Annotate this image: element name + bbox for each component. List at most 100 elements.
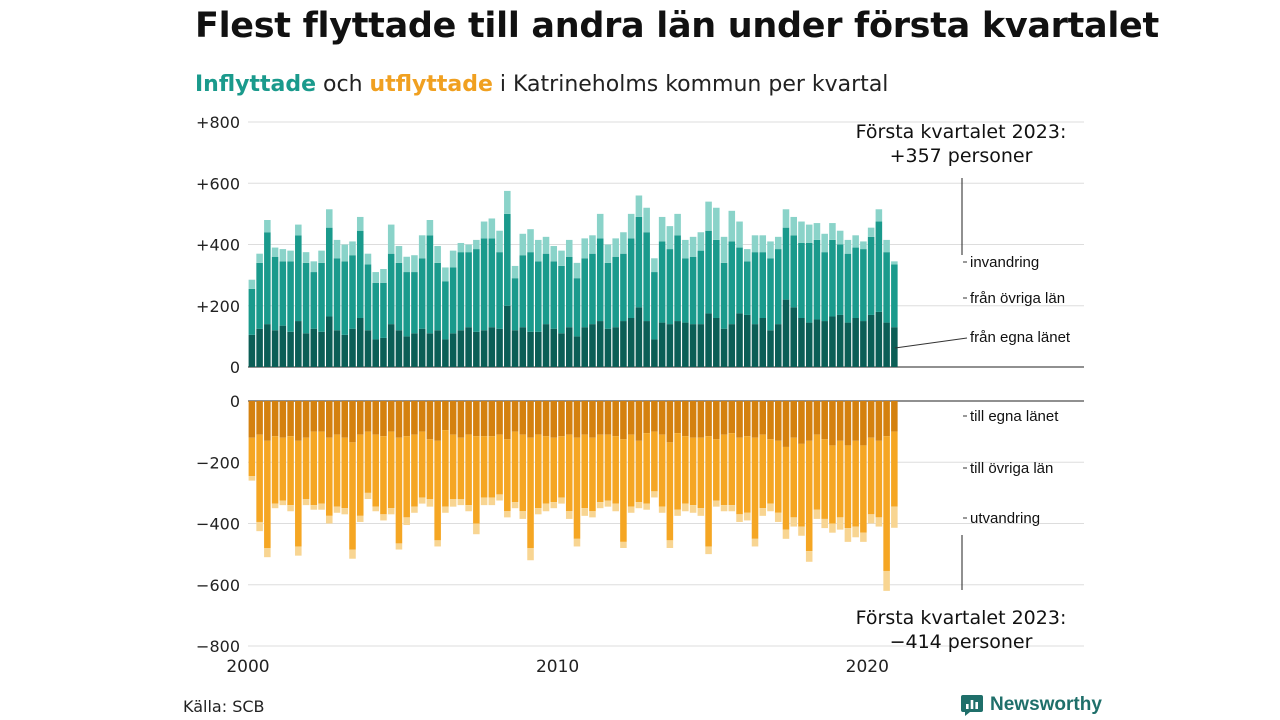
series-label: från egna länet xyxy=(970,329,1071,346)
in-bar-segment xyxy=(581,327,588,367)
out-bar-segment xyxy=(465,505,472,512)
in-bar-segment xyxy=(264,324,271,367)
in-bar-segment xyxy=(744,261,751,315)
in-bar-segment xyxy=(480,330,488,367)
in-bar-segment xyxy=(295,235,302,322)
in-bar-segment xyxy=(535,239,542,262)
in-bar-segment xyxy=(805,224,813,243)
out-bar-segment xyxy=(798,401,805,444)
in-bar-segment xyxy=(519,255,527,328)
out-bar-segment xyxy=(488,436,496,498)
out-bar-segment xyxy=(248,476,256,481)
out-bar-segment xyxy=(689,401,697,438)
in-bar-segment xyxy=(767,241,774,259)
out-bar-segment xyxy=(860,532,867,542)
in-bar-segment xyxy=(883,239,890,253)
out-bar-segment xyxy=(333,506,341,513)
out-bar-segment xyxy=(751,437,759,539)
in-bar-segment xyxy=(573,278,581,337)
out-bar-segment xyxy=(387,508,395,515)
out-bar-segment xyxy=(651,431,658,492)
out-bar-segment xyxy=(620,401,627,440)
in-bar-segment xyxy=(295,224,302,236)
out-bar-segment xyxy=(395,437,403,544)
out-bar-segment xyxy=(527,401,534,438)
out-bar-segment xyxy=(496,401,503,435)
annotation-top: +357 personer xyxy=(890,145,1033,167)
in-bar-segment xyxy=(519,327,527,367)
in-bar-segment xyxy=(411,255,418,273)
in-bar-segment xyxy=(372,282,379,340)
in-bar-segment xyxy=(550,328,558,367)
in-bar-segment xyxy=(883,252,890,323)
out-bar-segment xyxy=(821,518,828,529)
in-bar-segment xyxy=(511,278,519,331)
out-bar-segment xyxy=(287,401,294,437)
in-bar-segment xyxy=(418,235,426,259)
in-bar-segment xyxy=(449,333,457,367)
out-bar-segment xyxy=(589,437,596,512)
out-bar-segment xyxy=(805,551,813,562)
in-bar-segment xyxy=(821,233,828,253)
out-bar-segment xyxy=(457,437,465,499)
out-bar-segment xyxy=(411,434,418,507)
out-bar-segment xyxy=(581,401,588,435)
in-bar-segment xyxy=(860,249,867,322)
in-bar-segment xyxy=(356,216,364,231)
out-bar-segment xyxy=(318,503,325,510)
in-bar-segment xyxy=(689,256,697,325)
in-bar-segment xyxy=(341,261,349,335)
in-bar-segment xyxy=(426,333,434,367)
in-bar-segment xyxy=(372,339,379,367)
subtitle-in-word: Inflyttade xyxy=(195,72,317,97)
out-bar-segment xyxy=(782,401,790,447)
in-bar-segment xyxy=(256,328,263,367)
in-bar-segment xyxy=(860,241,867,250)
out-bar-segment xyxy=(302,437,310,499)
in-bar-segment xyxy=(774,236,782,250)
out-bar-segment xyxy=(798,443,805,527)
out-bar-segment xyxy=(581,434,588,509)
in-bar-segment xyxy=(403,272,410,337)
out-bar-segment xyxy=(620,439,627,542)
out-bar-segment xyxy=(867,437,875,515)
in-bar-segment xyxy=(550,246,558,262)
in-bar-segment xyxy=(302,252,310,263)
in-bar-segment xyxy=(565,239,573,257)
out-bar-segment xyxy=(480,436,488,498)
out-bar-segment xyxy=(256,434,263,522)
in-bar-segment xyxy=(620,253,627,322)
out-bar-segment xyxy=(504,401,511,440)
out-bar-segment xyxy=(674,401,681,434)
out-bar-segment xyxy=(860,401,867,446)
out-bar-segment xyxy=(542,401,550,437)
in-bar-segment xyxy=(318,262,325,332)
in-bar-segment xyxy=(271,247,279,257)
out-bar-segment xyxy=(852,401,859,441)
out-bar-segment xyxy=(844,445,852,529)
out-bar-segment xyxy=(349,549,356,559)
out-bar-segment xyxy=(256,521,263,532)
out-bar-segment xyxy=(565,401,573,435)
in-bar-segment xyxy=(326,316,333,367)
in-bar-segment xyxy=(651,258,658,273)
in-bar-segment xyxy=(465,252,472,328)
series-label: till övriga län xyxy=(970,460,1053,477)
in-bar-segment xyxy=(527,229,534,253)
out-bar-segment xyxy=(380,436,387,515)
out-bar-segment xyxy=(627,506,635,513)
out-bar-segment xyxy=(395,401,403,438)
out-bar-segment xyxy=(271,503,279,509)
out-bar-segment xyxy=(751,401,759,438)
out-bar-segment xyxy=(364,492,372,499)
out-bar-segment xyxy=(705,436,712,547)
in-bar-segment xyxy=(612,256,619,328)
out-bar-segment xyxy=(504,511,511,518)
out-bar-segment xyxy=(751,538,759,547)
in-bar-segment xyxy=(271,256,279,331)
out-bar-segment xyxy=(689,437,697,506)
in-bar-segment xyxy=(589,253,596,325)
in-bar-segment xyxy=(805,242,813,323)
in-bar-segment xyxy=(666,249,674,325)
out-bar-segment xyxy=(310,401,318,432)
